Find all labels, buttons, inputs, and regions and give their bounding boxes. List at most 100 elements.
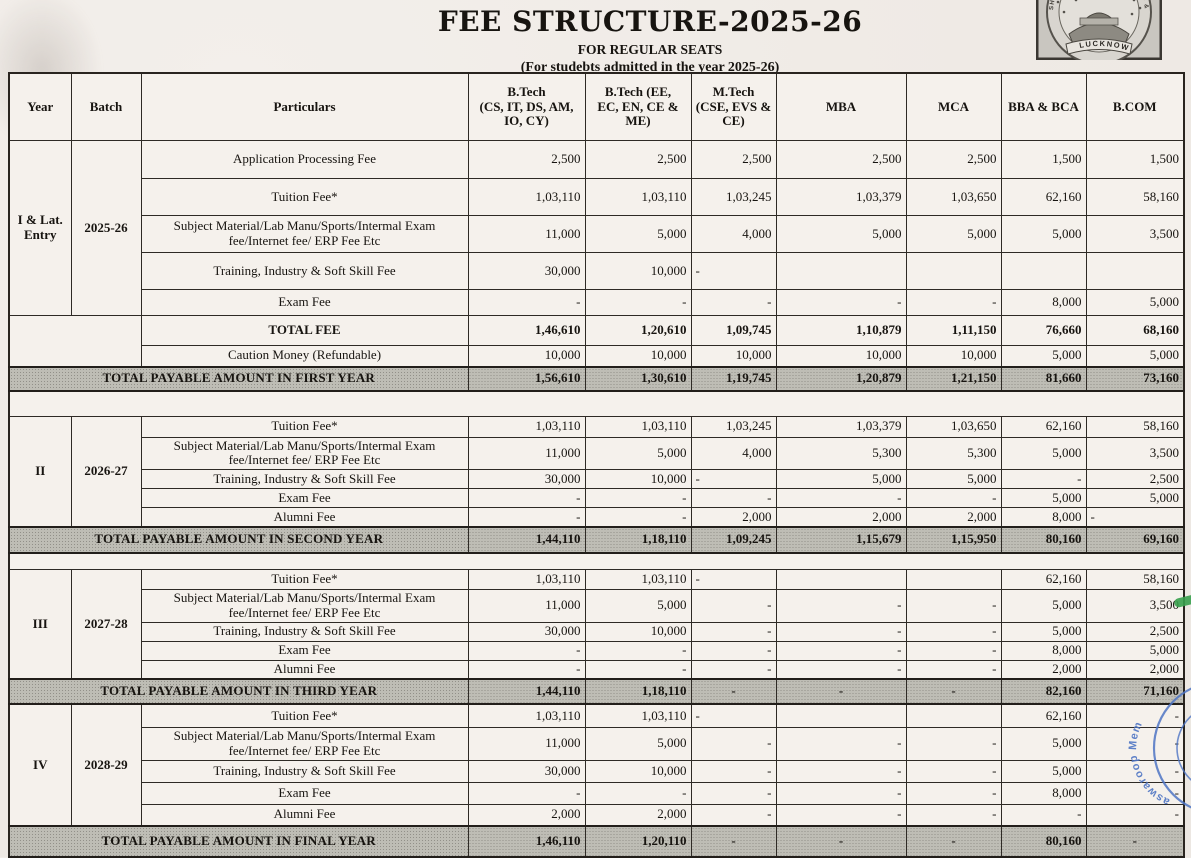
fee-row: Subject Material/Lab Manu/Sports/Interma… [9,588,1185,623]
fee-value: 1,11,150 [905,315,1002,346]
fee-value: - [905,488,1002,509]
fee-value: 10,000 [584,469,692,490]
spacer-cell [8,552,1185,570]
fee-value: - [775,640,907,661]
fee-value [905,252,1002,290]
row-label: Subject Material/Lab Manu/Sports/Interma… [140,436,469,471]
column-header: Particulars [140,72,469,141]
fee-value [775,568,907,590]
fee-value [1000,252,1087,290]
fee-value: - [467,659,586,680]
row-label: Exam Fee [140,781,469,805]
fee-value: 5,000 [1085,488,1185,509]
column-header: MCA [905,72,1002,141]
fee-row: Training, Industry & Soft Skill Fee 30,00… [9,621,1185,642]
fee-value: 11,000 [467,215,586,253]
fee-value [775,252,907,290]
fee-value [775,703,907,728]
fee-value: 2,500 [1085,621,1185,642]
fee-value: 5,000 [905,215,1002,253]
spacer-row [8,552,1185,570]
fee-value: 1,15,679 [775,525,907,554]
fee-value: 71,160 [1085,678,1185,706]
fee-value: 1,03,110 [584,568,692,590]
fee-value: 62,160 [1000,178,1087,216]
fee-value: 1,03,245 [690,415,777,438]
fee-value: 2,500 [690,140,777,179]
total-payable-label: TOTAL PAYABLE AMOUNT IN SECOND YEAR [8,525,469,554]
fee-value: 1,03,110 [584,703,692,728]
column-header: MBA [775,72,907,141]
total-payable-label: TOTAL PAYABLE AMOUNT IN FIRST YEAR [8,365,469,392]
fee-value: 10,000 [584,759,692,783]
fee-row: Subject Material/Lab Manu/Sports/Interma… [9,726,1185,761]
fee-value: 1,20,610 [584,315,692,346]
total-fee-label: TOTAL FEE [140,315,469,346]
fee-value: 1,30,610 [584,365,692,392]
fee-value: 5,000 [1085,640,1185,661]
column-header: B.COM [1085,72,1185,141]
fee-value: 5,000 [584,436,692,471]
fee-value: - [467,640,586,661]
caution-money-row: Caution Money (Refundable) 10,000 10,000 10… [9,345,1185,367]
fee-value: 2,500 [775,140,907,179]
fee-value: 10,000 [905,345,1002,367]
fee-value: - [905,678,1002,706]
column-header: Year [8,72,72,141]
fee-value: - [775,588,907,623]
fee-row: Tuition Fee* 1,03,110 1,03,110 1,03,245 1,03… [9,178,1185,216]
fee-value: 80,160 [1000,825,1087,858]
fee-value: 5,000 [775,215,907,253]
fee-value: 5,000 [1000,436,1087,471]
fee-value: - [1085,726,1185,761]
row-label: Exam Fee [140,640,469,661]
fee-value: 82,160 [1000,678,1087,706]
fee-value [905,703,1002,728]
fee-value: 11,000 [467,588,586,623]
fee-value: - [905,621,1002,642]
fee-value: 1,03,110 [584,178,692,216]
fee-value: - [775,488,907,509]
row-label: Tuition Fee* [140,415,469,438]
fee-value: 4,000 [690,215,777,253]
total-payable-label: TOTAL PAYABLE AMOUNT IN THIRD YEAR [8,678,469,706]
fee-value: - [584,507,692,528]
fee-table-body: I & Lat. Entry 2025-26 Application Process… [8,140,1185,858]
fee-value: - [690,726,777,761]
fee-value: 5,000 [584,726,692,761]
fee-value: - [905,588,1002,623]
fee-value: - [905,781,1002,805]
fee-value: - [584,781,692,805]
fee-row: Training, Industry & Soft Skill Fee 30,00… [9,252,1185,290]
row-label: Subject Material/Lab Manu/Sports/Interma… [140,726,469,761]
fee-value: 2,000 [690,507,777,528]
fee-value: 62,160 [1000,568,1087,590]
fee-value: 30,000 [467,252,586,290]
fee-value: 68,160 [1085,315,1185,346]
fee-value: 1,44,110 [467,525,586,554]
row-label: Alumni Fee [140,659,469,680]
fee-value: 1,09,245 [690,525,777,554]
fee-row: IV 2028-29 Tuition Fee* 1,03,110 1,03,110-62… [8,703,1185,827]
fee-row: Subject Material/Lab Manu/Sports/Interma… [9,215,1185,253]
fee-value: - [775,759,907,783]
fee-value: 10,000 [584,621,692,642]
fee-value: - [690,825,777,858]
fee-value: - [467,781,586,805]
fee-row: Alumni Fee - - - - -2,000 2,000 [9,659,1185,680]
year-cell: I & Lat. Entry [8,140,72,316]
institute-seal-logo: SHRI RAMSWAROOP ENGINEERING & MGMT LUCKN… [1033,0,1163,65]
fee-structure-table: Year Batch Particulars B.Tech (CS, IT, DS, … [8,72,1185,858]
fee-value: 5,000 [1000,726,1087,761]
fee-value: 69,160 [1085,525,1185,554]
batch-cell: 2028-29 [70,703,142,827]
fee-value: 1,19,745 [690,365,777,392]
fee-value: - [690,469,777,490]
fee-row: Training, Industry & Soft Skill Fee 30,00… [9,469,1185,490]
fee-value: - [775,803,907,827]
fee-row: Alumni Fee - -2,000 2,000 2,000 8,000- [9,507,1185,528]
fee-value: 73,160 [1085,365,1185,392]
fee-value: - [690,252,777,290]
fee-value: - [1085,703,1185,728]
fee-row: Exam Fee - - - - -8,000 5,000 [9,289,1185,316]
